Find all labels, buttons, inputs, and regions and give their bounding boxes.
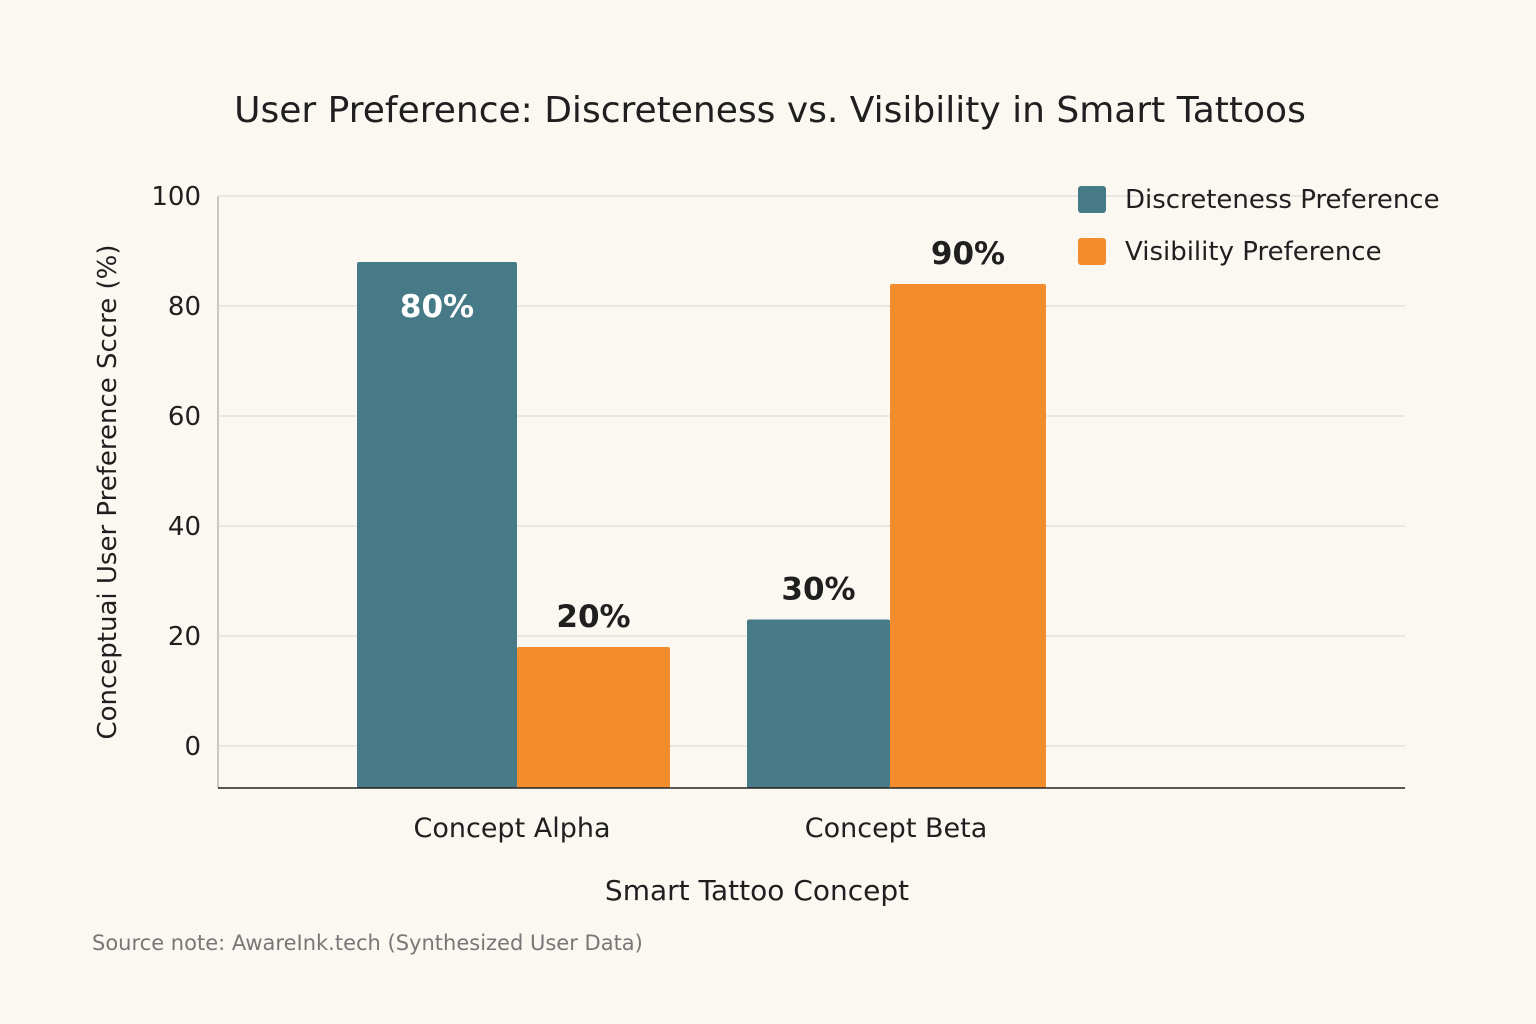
y-tick-label: 20 [168, 622, 201, 652]
legend-swatch [1078, 238, 1106, 265]
bar-value-label: 30% [781, 572, 855, 608]
y-tick-label: 0 [184, 732, 201, 762]
chart-title: User Preference: Discreteness vs. Visibi… [234, 90, 1306, 131]
legend-label: Discreteness Preference [1125, 185, 1440, 215]
y-tick-label: 40 [168, 512, 201, 542]
y-tick-labels: 0 20 40 60 80 100 [151, 182, 201, 762]
source-note: Source note: AwareInk.tech (Synthesized … [92, 931, 643, 955]
bar-value-label: 20% [556, 599, 630, 635]
y-tick-label: 100 [151, 182, 201, 212]
y-tick-label: 60 [168, 402, 201, 432]
bars [357, 262, 1046, 788]
bar-0-0 [357, 262, 517, 788]
legend-swatch [1078, 186, 1106, 213]
bar-0-1 [517, 647, 670, 788]
x-tick-label: Concept Beta [805, 813, 988, 844]
y-tick-label: 80 [168, 292, 201, 322]
bar-1-0 [747, 619, 890, 788]
legend: Discreteness Preference Visibility Prefer… [1078, 185, 1440, 267]
bar-value-label: 80% [400, 289, 474, 325]
x-tick-labels: Concept Alpha Concept Beta [413, 813, 987, 844]
legend-label: Visibility Preference [1125, 237, 1382, 267]
bar-value-label: 90% [931, 236, 1005, 272]
bar-1-1 [890, 284, 1046, 788]
x-tick-label: Concept Alpha [413, 813, 610, 844]
x-axis-label: Smart Tattoo Concept [605, 874, 909, 907]
y-axis-label: Conceptuai User Preference Sccre (%) [93, 244, 123, 739]
bar-value-labels: 80% 20% 30% 90% [400, 236, 1005, 635]
